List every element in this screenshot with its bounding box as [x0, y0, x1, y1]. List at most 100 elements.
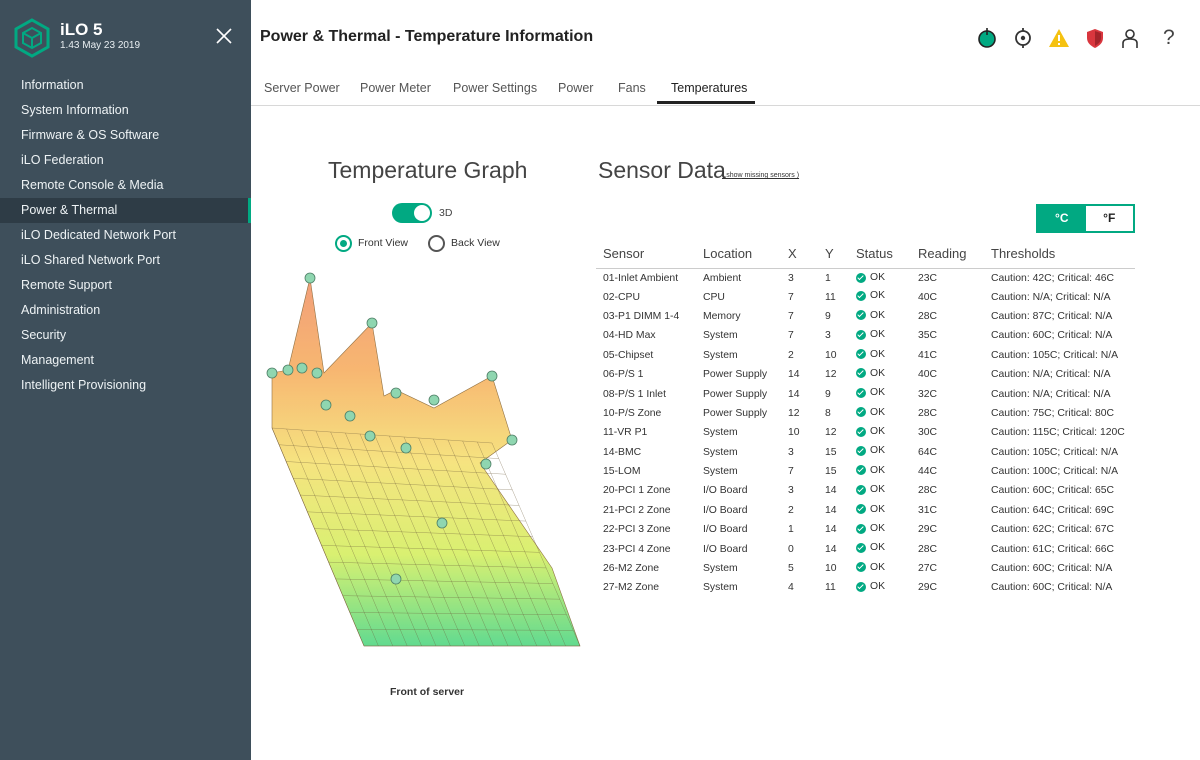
sidebar-item-remote-support[interactable]: Remote Support: [21, 278, 113, 292]
show-missing-sensors-link[interactable]: ( show missing sensors ): [722, 172, 800, 179]
table-row: 08-P/S 1 Inlet Power Supply 14 9 OK 32C Cautio…: [596, 384, 1135, 403]
table-row: 04-HD Max System 7 3 OK 35C Caution: 60C; Crit…: [596, 326, 1135, 345]
sidebar-item-remote-console[interactable]: Remote Console & Media: [21, 178, 164, 192]
cell-sensor: 26-M2 Zone: [603, 563, 660, 575]
cell-reading: 32C: [918, 388, 938, 400]
sensor-marker[interactable]: [506, 434, 518, 446]
front-view-label[interactable]: Front View: [358, 237, 408, 249]
cell-location: I/O Board: [703, 504, 748, 516]
col-reading[interactable]: Reading: [911, 240, 984, 269]
sensor-marker[interactable]: [436, 517, 448, 529]
cell-location: I/O Board: [703, 524, 748, 536]
sensor-marker[interactable]: [304, 272, 316, 284]
sensor-marker[interactable]: [480, 458, 492, 470]
sensor-marker[interactable]: [266, 367, 278, 379]
warning-icon[interactable]: [1048, 27, 1070, 49]
sidebar-item-management[interactable]: Management: [21, 353, 94, 367]
grid-line: [328, 561, 547, 569]
sensor-marker[interactable]: [400, 442, 412, 454]
cell-y: 15: [825, 446, 837, 458]
ok-check-icon: [856, 407, 866, 418]
cell-y: 14: [825, 485, 837, 497]
sidebar-item-administration[interactable]: Administration: [21, 303, 101, 317]
tab-fans[interactable]: Fans: [618, 81, 646, 95]
col-thresholds[interactable]: Thresholds: [984, 240, 1135, 269]
status-text: OK: [870, 309, 886, 321]
sidebar-item-information[interactable]: Information: [21, 78, 84, 92]
grid-line: [293, 478, 513, 491]
sensor-marker[interactable]: [390, 573, 402, 585]
sensor-marker[interactable]: [364, 430, 376, 442]
cell-thresholds: Caution: 115C; Critical: 120C: [991, 427, 1125, 439]
back-view-radio[interactable]: [428, 235, 445, 252]
status-badge: OK: [856, 523, 885, 534]
cell-thresholds: Caution: N/A; Critical: N/A: [991, 291, 1111, 303]
security-shield-icon[interactable]: [1084, 27, 1106, 49]
status-text: OK: [870, 272, 886, 284]
col-status[interactable]: Status: [849, 240, 911, 269]
cell-sensor: 20-PCI 1 Zone: [603, 485, 671, 497]
fahrenheit-button[interactable]: °F: [1085, 206, 1133, 231]
status-badge: OK: [856, 368, 885, 379]
sensor-marker[interactable]: [390, 387, 402, 399]
cell-y: 8: [825, 407, 831, 419]
tab-temperatures[interactable]: Temperatures: [671, 81, 748, 95]
cell-reading: 44C: [918, 466, 938, 478]
sensor-marker[interactable]: [320, 399, 332, 411]
celsius-button[interactable]: °C: [1038, 206, 1086, 231]
cell-x: 3: [788, 446, 794, 458]
tab-power-settings[interactable]: Power Settings: [453, 81, 538, 95]
cell-location: System: [703, 427, 738, 439]
front-view-radio[interactable]: [335, 235, 352, 252]
cell-status: OK: [849, 559, 911, 578]
cell-x: 10: [788, 427, 800, 439]
back-view-label[interactable]: Back View: [451, 237, 500, 249]
sensor-marker[interactable]: [428, 394, 440, 406]
col-x[interactable]: X: [781, 240, 818, 269]
sensor-marker[interactable]: [344, 410, 356, 422]
sensor-marker[interactable]: [296, 362, 308, 374]
status-text: OK: [870, 542, 886, 554]
sidebar-item-intelligent-provisioning[interactable]: Intelligent Provisioning: [21, 378, 147, 392]
tab-power-meter[interactable]: Power Meter: [360, 81, 431, 95]
col-sensor[interactable]: Sensor: [596, 240, 696, 269]
ilo-logo-icon: [14, 18, 50, 58]
sidebar-item-security[interactable]: Security: [21, 328, 67, 342]
sidebar-item-ilo-federation[interactable]: iLO Federation: [21, 153, 104, 167]
sensor-table: Sensor Location X Y Status Reading Thres…: [596, 240, 1135, 598]
tab-server-power[interactable]: Server Power: [264, 81, 340, 95]
col-location[interactable]: Location: [696, 240, 781, 269]
sensor-marker[interactable]: [366, 317, 378, 329]
sidebar-item-dedicated-network-port[interactable]: iLO Dedicated Network Port: [21, 228, 176, 242]
sidebar-item-power-thermal[interactable]: Power & Thermal: [0, 198, 251, 223]
cell-sensor: 10-P/S Zone: [603, 407, 662, 419]
sidebar-nav: Information System Information Firmware …: [0, 73, 251, 398]
status-badge: OK: [856, 349, 885, 360]
sidebar-item-firmware[interactable]: Firmware & OS Software: [21, 128, 160, 142]
table-row: 20-PCI 1 Zone I/O Board 3 14 OK 28C Caution: 6…: [596, 481, 1135, 500]
cell-status: OK: [849, 365, 911, 384]
power-status-icon[interactable]: [976, 27, 998, 49]
cell-x: 4: [788, 582, 794, 594]
temperature-3d-graph[interactable]: [262, 268, 592, 658]
cell-sensor: 01-Inlet Ambient: [603, 273, 679, 285]
sensor-marker[interactable]: [282, 364, 294, 376]
cell-status: OK: [849, 404, 911, 423]
ok-check-icon: [856, 484, 866, 495]
3d-toggle[interactable]: [392, 203, 432, 223]
sidebar-item-system-information[interactable]: System Information: [21, 103, 129, 117]
tab-power[interactable]: Power: [558, 81, 594, 95]
help-icon[interactable]: ?: [1163, 26, 1175, 49]
user-icon[interactable]: [1119, 27, 1141, 49]
cell-reading: 40C: [918, 291, 938, 303]
sensor-marker[interactable]: [486, 370, 498, 382]
col-y[interactable]: Y: [818, 240, 849, 269]
close-icon[interactable]: [214, 26, 234, 46]
table-row: 21-PCI 2 Zone I/O Board 2 14 OK 31C Caution: 6…: [596, 501, 1135, 520]
cell-y: 10: [825, 349, 837, 361]
locate-icon[interactable]: [1012, 27, 1034, 49]
sidebar-item-shared-network-port[interactable]: iLO Shared Network Port: [21, 253, 160, 267]
ok-check-icon: [856, 445, 866, 456]
cell-x: 12: [788, 407, 800, 419]
sensor-marker[interactable]: [311, 367, 323, 379]
